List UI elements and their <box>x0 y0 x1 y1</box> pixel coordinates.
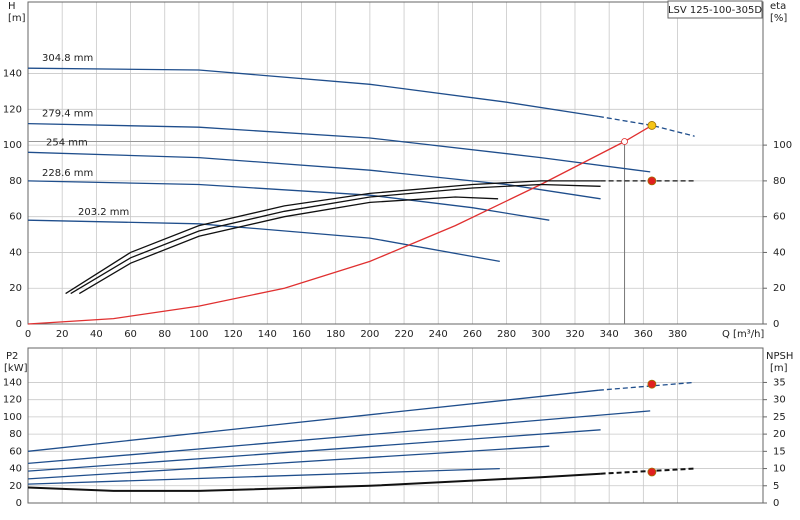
x-tick-label: 80 <box>158 329 171 340</box>
y-tick-label: 0 <box>16 319 22 330</box>
operating-point <box>647 467 657 477</box>
x-tick-label: 100 <box>189 329 208 340</box>
y2-tick-label: 80 <box>773 176 786 187</box>
x-tick-label: 240 <box>429 329 448 340</box>
y2-axis-unit: [m] <box>770 363 788 374</box>
curve-label: 254 mm <box>46 137 88 148</box>
curve <box>27 429 601 472</box>
x-tick-label: 380 <box>668 329 687 340</box>
curve <box>27 219 500 263</box>
y-tick-label: 20 <box>9 283 22 294</box>
curve <box>27 472 601 492</box>
curve <box>27 410 651 465</box>
operating-point <box>647 379 657 389</box>
y-tick-label: 80 <box>9 429 22 440</box>
x-tick-label: 260 <box>463 329 482 340</box>
y-tick-label: 120 <box>3 395 22 406</box>
x-tick-label: 60 <box>124 329 137 340</box>
y2-tick-label: 60 <box>773 212 786 223</box>
curve <box>27 67 599 118</box>
y-tick-label: 40 <box>9 247 22 258</box>
x-tick-label: 340 <box>600 329 619 340</box>
x-tick-label: 300 <box>531 329 550 340</box>
curve-label: 228.6 mm <box>42 168 93 179</box>
title-box <box>667 0 763 19</box>
x-tick-label: 140 <box>258 329 277 340</box>
curve <box>27 467 500 485</box>
y-tick-label: 100 <box>3 140 22 151</box>
curve-label: 203.2 mm <box>78 207 129 218</box>
curve <box>598 381 695 391</box>
plot-frame <box>27 1 764 325</box>
y-tick-label: 120 <box>3 104 22 115</box>
x-tick-label: 280 <box>497 329 516 340</box>
x-tick-label: 360 <box>634 329 653 340</box>
y2-tick-label: 10 <box>773 464 786 475</box>
plot-frame <box>27 347 764 504</box>
y2-tick-label: 5 <box>773 481 779 492</box>
operating-point <box>621 138 628 145</box>
y2-axis-label: eta <box>770 1 786 12</box>
x-tick-label: 180 <box>326 329 345 340</box>
y-tick-label: 20 <box>9 481 22 492</box>
y-tick-label: 60 <box>9 212 22 223</box>
x-tick-label: 220 <box>394 329 413 340</box>
y2-tick-label: 40 <box>773 247 786 258</box>
y2-tick-label: 35 <box>773 377 786 388</box>
y-tick-label: 100 <box>3 412 22 423</box>
y-tick-label: 140 <box>3 377 22 388</box>
curve <box>27 151 601 200</box>
y2-tick-label: 25 <box>773 412 786 423</box>
curve <box>70 183 601 295</box>
y-tick-label: 40 <box>9 464 22 475</box>
operating-point <box>647 176 657 186</box>
curve-label: 279.4 mm <box>42 109 93 120</box>
operating-point <box>647 121 657 130</box>
y-tick-label: 140 <box>3 69 22 80</box>
x-tick-label: 0 <box>25 329 31 340</box>
x-tick-label: 40 <box>90 329 103 340</box>
y2-tick-label: 0 <box>773 498 779 509</box>
x-tick-label: 120 <box>224 329 243 340</box>
y-tick-label: 80 <box>9 176 22 187</box>
y2-tick-label: 0 <box>773 319 779 330</box>
y2-tick-label: 20 <box>773 283 786 294</box>
curve <box>27 122 651 173</box>
curve <box>27 389 599 452</box>
curve <box>27 124 653 325</box>
y-axis-label: P2 <box>6 351 18 362</box>
x-tick-label: 320 <box>565 329 584 340</box>
curve <box>27 445 550 480</box>
y2-tick-label: 30 <box>773 395 786 406</box>
x-axis-label: Q [m³/h] <box>722 329 764 340</box>
curve <box>27 180 550 221</box>
y-axis-unit: [kW] <box>4 363 28 374</box>
curve-label: 304.8 mm <box>42 53 93 64</box>
y-axis-unit: [m] <box>8 13 26 24</box>
y2-tick-label: 20 <box>773 429 786 440</box>
y2-tick-label: 15 <box>773 446 786 457</box>
curve <box>65 180 601 295</box>
y2-axis-label: NPSH <box>766 351 793 362</box>
y-tick-label: 0 <box>16 498 22 509</box>
y-tick-label: 60 <box>9 446 22 457</box>
y2-tick-label: 100 <box>773 140 792 151</box>
x-tick-label: 160 <box>292 329 311 340</box>
curve <box>78 196 499 295</box>
curve <box>598 115 695 137</box>
y-axis-label: H <box>8 1 16 12</box>
y2-axis-unit: [%] <box>770 13 787 24</box>
x-tick-label: 200 <box>360 329 379 340</box>
chart-title: LSV 125-100-305D <box>668 5 762 16</box>
x-tick-label: 20 <box>56 329 69 340</box>
